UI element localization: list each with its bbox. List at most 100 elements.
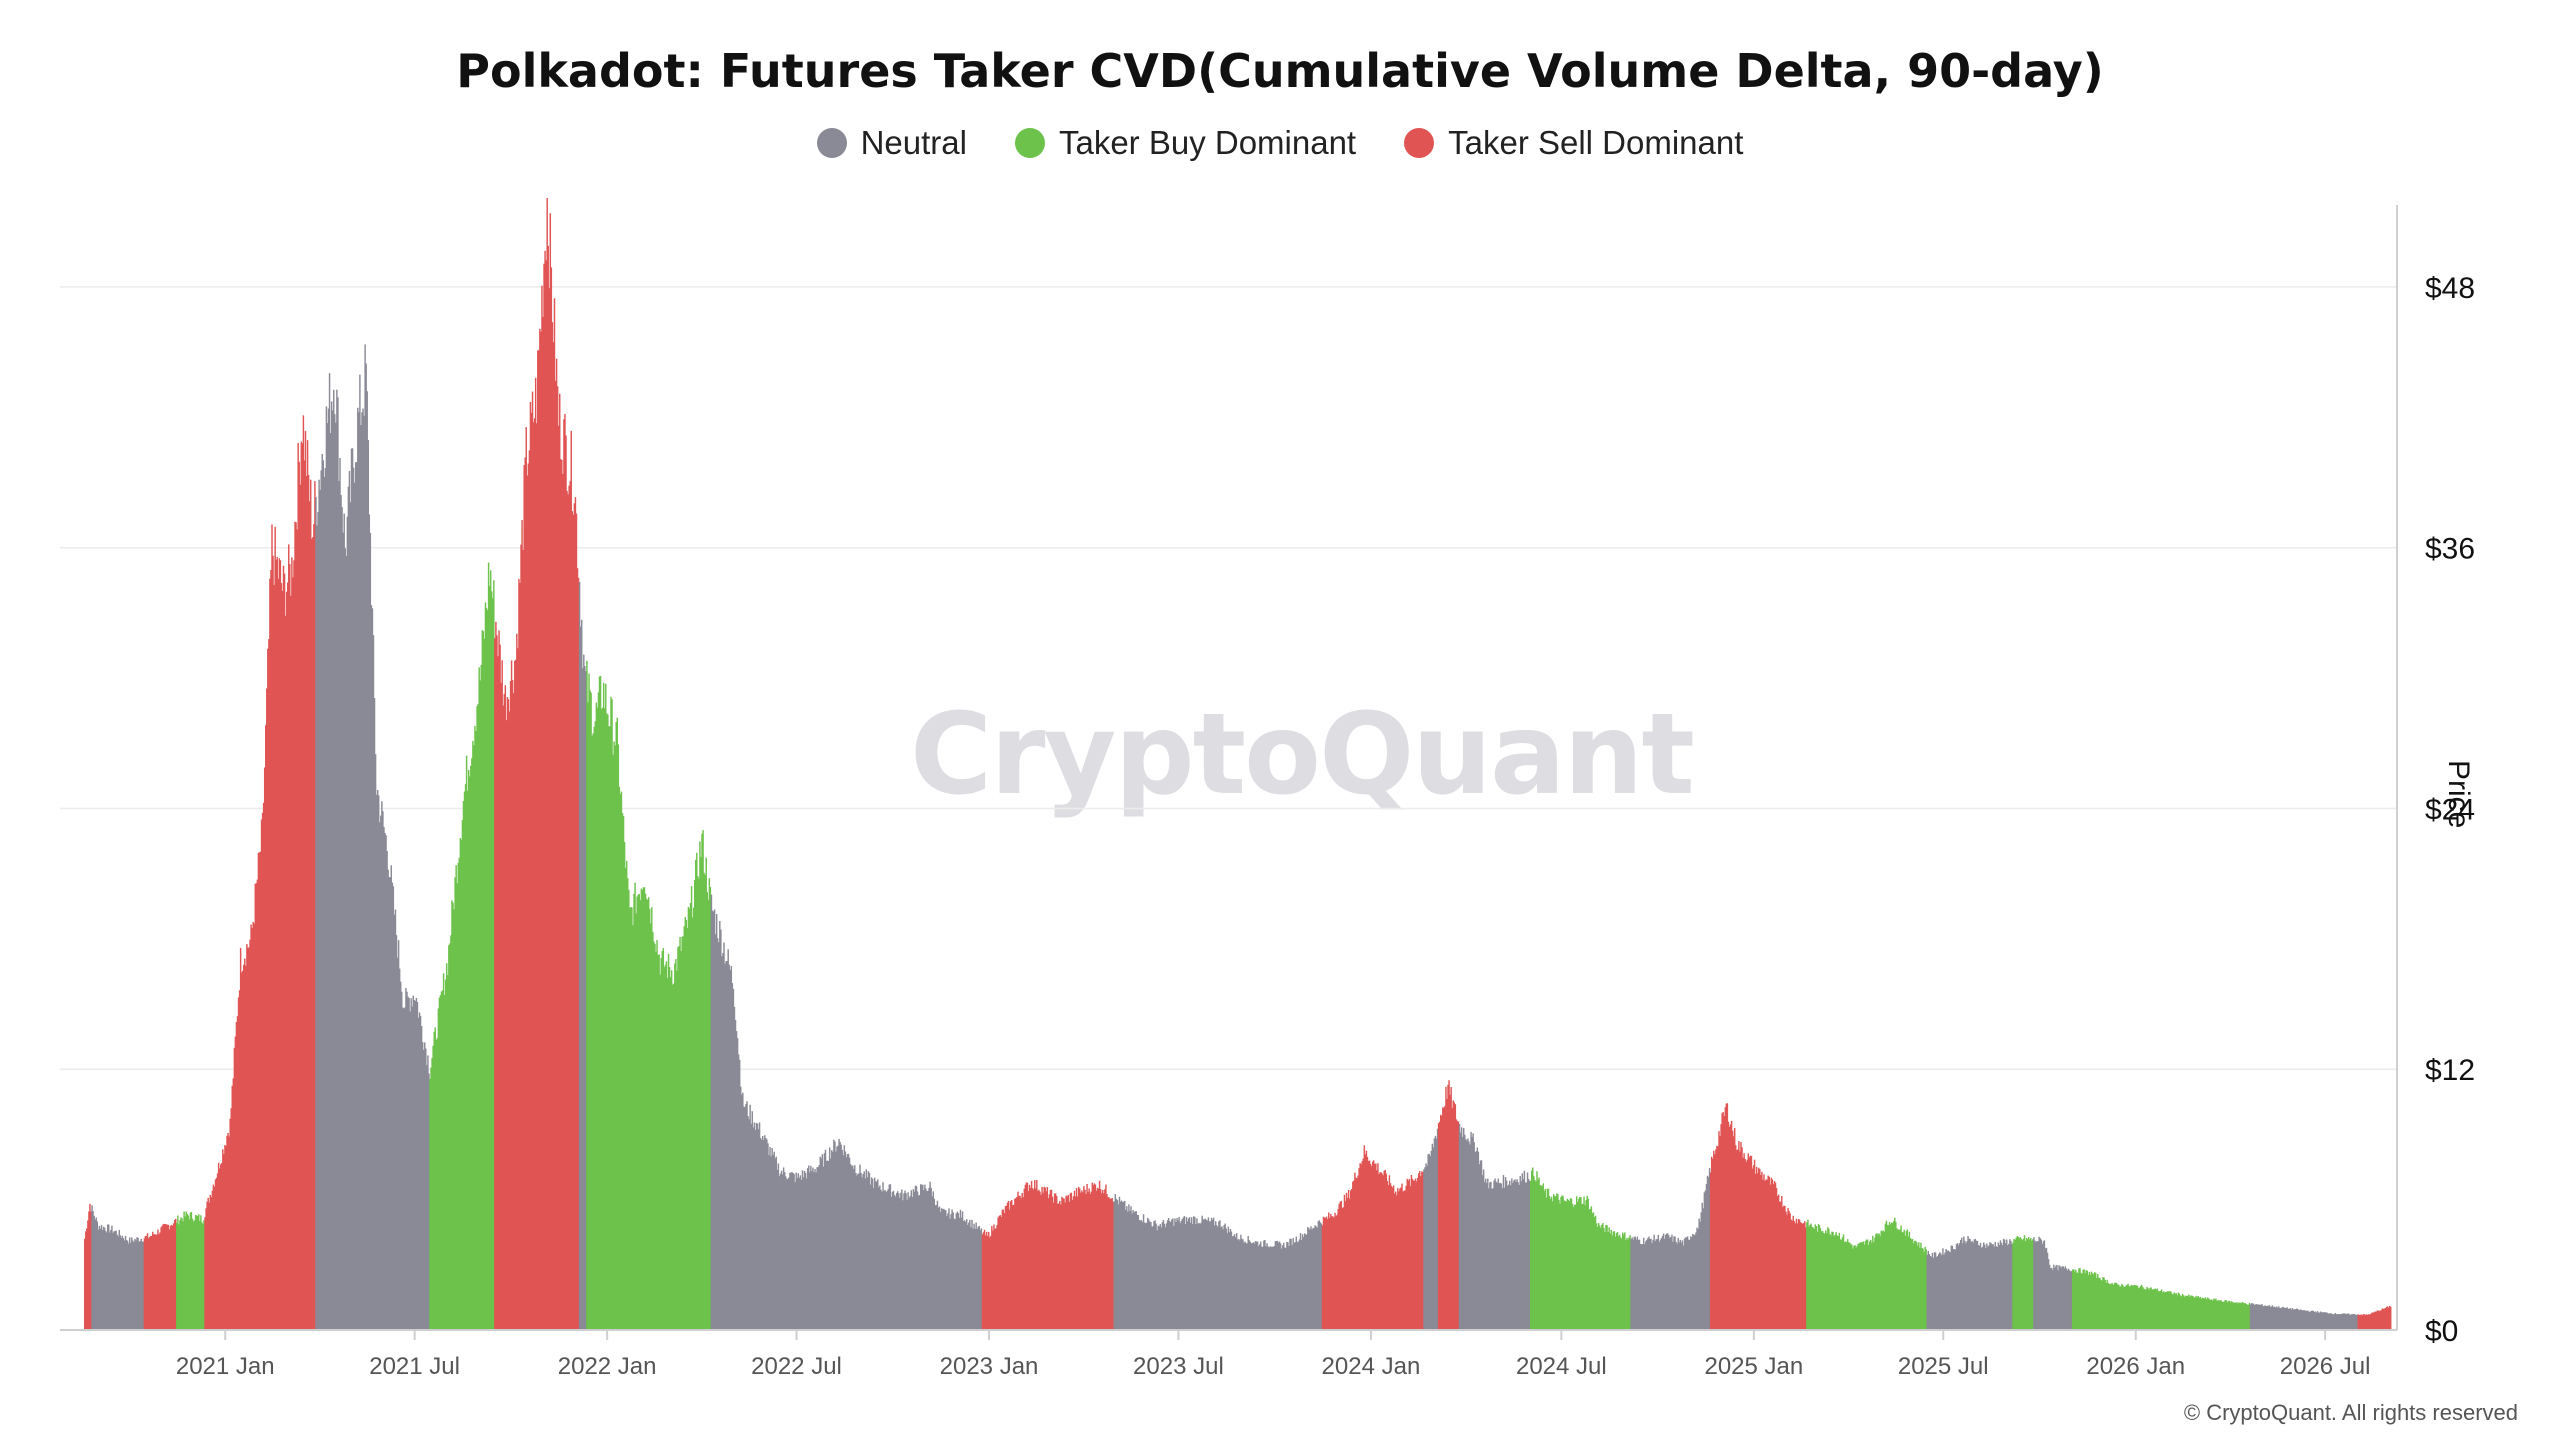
- price-bar-neutral: [1165, 1223, 1168, 1330]
- legend-item-buy[interactable]: Taker Buy Dominant: [1014, 124, 1356, 162]
- price-bar-neutral: [1975, 1240, 1978, 1330]
- price-bar-sell: [1798, 1219, 1801, 1330]
- price-bar-neutral: [1424, 1167, 1426, 1330]
- price-bar-neutral: [1269, 1246, 1271, 1330]
- price-bar-buy: [2230, 1301, 2233, 1330]
- price-bar-buy: [684, 917, 687, 1330]
- price-bar-neutral: [832, 1151, 834, 1330]
- price-bar-buy: [1817, 1224, 1820, 1330]
- price-bar-buy: [484, 602, 487, 1330]
- price-bar-sell: [161, 1225, 163, 1330]
- price-bar-buy: [2193, 1297, 2195, 1330]
- price-bar-sell: [2387, 1307, 2390, 1330]
- price-bar-neutral: [1950, 1245, 1953, 1330]
- price-bar-sell: [1408, 1179, 1411, 1330]
- price-bar-neutral: [1521, 1173, 1524, 1330]
- price-bar-neutral: [1226, 1233, 1228, 1330]
- price-bar-neutral: [115, 1230, 117, 1330]
- price-bar-neutral: [1928, 1254, 1931, 1330]
- price-bar-buy: [2014, 1239, 2016, 1330]
- price-bar-sell: [559, 393, 561, 1330]
- price-bar-sell: [1714, 1154, 1716, 1330]
- price-bar-neutral: [1159, 1224, 1162, 1330]
- price-bar-neutral: [1294, 1242, 1296, 1330]
- price-bar-neutral: [1634, 1236, 1637, 1330]
- price-bar-neutral: [876, 1181, 878, 1330]
- x-tick-label: 2026 Jul: [2280, 1353, 2371, 1380]
- price-bar-buy: [1812, 1227, 1814, 1330]
- price-bar-buy: [683, 926, 685, 1330]
- price-bar-sell: [1076, 1196, 1079, 1330]
- price-bar-sell: [159, 1232, 161, 1330]
- price-bar-neutral: [328, 373, 331, 1330]
- price-bar-sell: [1762, 1179, 1764, 1330]
- price-bar-neutral: [2252, 1303, 2255, 1330]
- price-bar-buy: [2152, 1288, 2154, 1330]
- price-bar-buy: [1885, 1220, 1888, 1330]
- price-bar-neutral: [420, 1026, 423, 1330]
- price-bar-neutral: [325, 406, 328, 1331]
- price-bar-buy: [2089, 1274, 2092, 1330]
- price-bar-neutral: [1138, 1220, 1141, 1330]
- price-bar-sell: [1753, 1159, 1756, 1330]
- price-bar-neutral: [746, 1101, 748, 1330]
- price-bar-neutral: [1317, 1221, 1320, 1330]
- price-bar-neutral: [1514, 1179, 1516, 1330]
- price-bar-neutral: [753, 1122, 756, 1330]
- price-bar-neutral: [1183, 1216, 1186, 1330]
- price-bar-buy: [2241, 1302, 2243, 1330]
- price-bar-sell: [535, 423, 538, 1331]
- price-bar-neutral: [362, 408, 364, 1330]
- price-bar-sell: [981, 1234, 984, 1330]
- price-bar-buy: [624, 867, 627, 1330]
- legend-item-sell[interactable]: Taker Sell Dominant: [1404, 124, 1743, 162]
- price-bar-neutral: [1506, 1185, 1509, 1330]
- price-bar-neutral: [1466, 1140, 1468, 1330]
- price-bar-neutral: [713, 909, 716, 1330]
- price-bar-sell: [1106, 1194, 1108, 1330]
- x-tick-label: 2021 Jan: [176, 1353, 275, 1380]
- price-bar-neutral: [1657, 1234, 1660, 1330]
- price-bar-neutral: [799, 1175, 802, 1330]
- price-bar-sell: [1091, 1182, 1094, 1330]
- price-bar-neutral: [742, 1092, 744, 1330]
- price-bar-neutral: [802, 1177, 805, 1330]
- price-bar-sell: [1073, 1190, 1076, 1330]
- price-bar-buy: [451, 900, 453, 1330]
- price-bar-buy: [1853, 1245, 1855, 1330]
- price-bar-neutral: [405, 987, 407, 1330]
- price-bar-sell: [1030, 1180, 1033, 1330]
- price-bar-neutral: [2278, 1306, 2280, 1330]
- price-bar-neutral: [977, 1226, 979, 1330]
- price-bar-neutral: [1288, 1246, 1290, 1330]
- price-bar-neutral: [1487, 1178, 1489, 1330]
- price-bar-buy: [673, 983, 675, 1330]
- price-bar-neutral: [1157, 1225, 1159, 1330]
- price-bar-neutral: [1230, 1231, 1233, 1330]
- price-bar-neutral: [1513, 1180, 1515, 1330]
- price-bar-neutral: [339, 457, 341, 1330]
- price-bar-buy: [1815, 1226, 1818, 1330]
- price-bar-sell: [230, 1108, 232, 1330]
- price-bar-neutral: [1701, 1202, 1703, 1330]
- price-bar-neutral: [1987, 1246, 1989, 1330]
- price-bar-buy: [2204, 1297, 2207, 1330]
- price-bar-buy: [1877, 1234, 1879, 1330]
- price-bar-buy: [1911, 1239, 1914, 1330]
- legend-item-neutral[interactable]: Neutral: [816, 124, 967, 162]
- price-bar-neutral: [720, 929, 722, 1330]
- price-bar-neutral: [383, 826, 385, 1330]
- price-bar-sell: [553, 298, 556, 1330]
- price-bar-neutral: [317, 512, 319, 1330]
- price-bar-buy: [487, 562, 490, 1330]
- price-bar-neutral: [728, 964, 730, 1330]
- price-bar-neutral: [967, 1224, 969, 1330]
- price-bar-neutral: [1637, 1240, 1640, 1330]
- price-bar-neutral: [712, 911, 715, 1330]
- price-bar-sell: [1360, 1164, 1362, 1330]
- price-bar-sell: [1455, 1119, 1458, 1330]
- price-bar-neutral: [419, 1015, 422, 1330]
- price-bar-buy: [458, 857, 461, 1330]
- price-bar-neutral: [1167, 1217, 1170, 1330]
